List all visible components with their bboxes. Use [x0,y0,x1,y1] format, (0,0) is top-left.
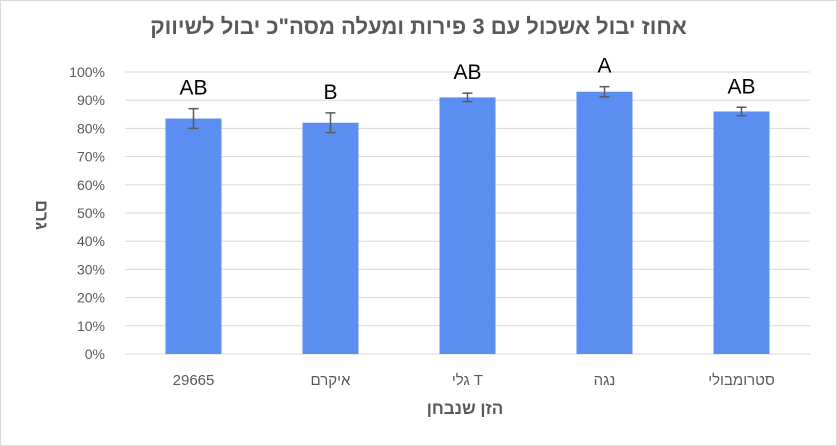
bar [439,97,496,354]
y-tick-label: 10% [77,318,105,334]
y-axis-title: גרם [32,200,51,230]
y-axis-ticks: 0% 10% 20% 30% 40% 50% 60% 70% 80% 90% 100% [69,64,105,362]
x-tick-label: גלי T [452,372,483,389]
x-axis-title: הזן שנבחן [427,399,503,418]
x-tick-label: איקרם [311,372,351,389]
y-tick-label: 70% [77,149,105,165]
data-label: A [597,55,611,78]
y-tick-label: 100% [69,64,105,80]
y-tick-label: 90% [77,92,105,108]
bar [302,122,359,354]
x-axis-ticks: 29665 איקרם גלי T נגה סטרומבולי [173,372,775,389]
bar [576,91,633,355]
data-label: AB [727,75,755,98]
y-tick-label: 20% [77,290,105,306]
x-tick-label: 29665 [173,372,215,389]
bar [165,118,222,354]
data-label: AB [179,77,207,100]
y-tick-label: 40% [77,233,105,249]
y-tick-label: 60% [77,177,105,193]
y-tick-label: 0% [85,346,105,362]
bars: AB B AB A AB [165,55,770,355]
data-label: AB [453,61,481,84]
bar [713,111,770,354]
chart-title: אחוז יבול אשכול עם 3 פירות ומעלה מסה"כ י… [150,14,687,39]
data-label: B [323,81,337,104]
y-tick-label: 50% [77,205,105,221]
x-tick-label: סטרומבולי [708,372,775,389]
y-tick-label: 80% [77,120,105,136]
x-tick-label: נגה [594,372,616,389]
y-tick-label: 30% [77,261,105,277]
